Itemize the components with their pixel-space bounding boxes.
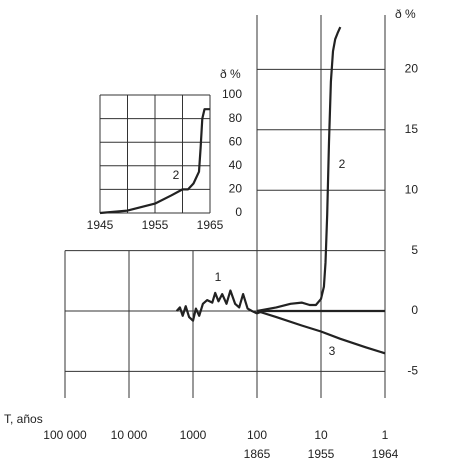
curve: [175, 289, 385, 322]
x-tick-label: 1: [382, 428, 389, 442]
x-tick-label: 1945: [87, 218, 114, 232]
y-tick-label: 20: [405, 62, 419, 76]
curve: [99, 108, 210, 215]
x-tick-label: 10 000: [111, 428, 148, 442]
curve: [256, 309, 386, 355]
x-tick-label: 1000: [180, 428, 207, 442]
y-axis-label: ð %: [220, 67, 241, 81]
x-tick-label: 1955: [142, 218, 169, 232]
y-tick-label: 10: [405, 182, 419, 196]
y-tick-label: 60: [229, 134, 243, 148]
x-tick-label: 1965: [197, 218, 224, 232]
y-tick-label: 0: [235, 205, 242, 219]
x-secondary-tick-label: 1955: [308, 447, 335, 461]
y-tick-label: 80: [229, 111, 243, 125]
curve-label: 2: [339, 157, 346, 171]
curve: [256, 26, 342, 313]
x-tick-label: 100: [247, 428, 267, 442]
curve-label: 1: [215, 270, 222, 284]
y-tick-label: 5: [411, 243, 418, 257]
x-tick-label: 100 000: [43, 428, 87, 442]
x-secondary-tick-label: 1964: [372, 447, 399, 461]
y-tick-label: 20: [229, 182, 243, 196]
curve-label: 2: [173, 168, 180, 182]
y-tick-label: 40: [229, 158, 243, 172]
y-tick-label: 100: [222, 87, 242, 101]
x-axis-label: T, años: [4, 412, 43, 426]
y-axis-label: ð %: [395, 7, 416, 21]
x-tick-label: 10: [314, 428, 328, 442]
y-tick-label: 15: [405, 122, 419, 136]
x-secondary-tick-label: 1865: [244, 447, 271, 461]
curve-label: 3: [329, 344, 336, 358]
y-tick-label: -5: [407, 364, 418, 378]
y-tick-label: 0: [411, 303, 418, 317]
